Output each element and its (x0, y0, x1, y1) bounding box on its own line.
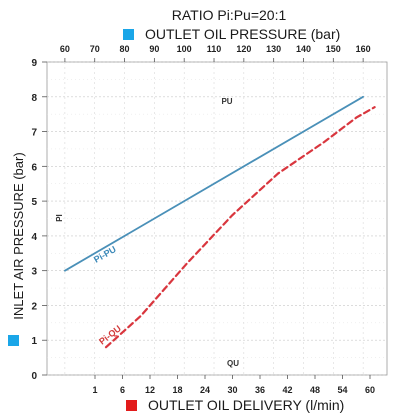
top-tick-label: 90 (149, 44, 159, 54)
y-tick-label: 4 (31, 232, 37, 243)
top-tick-label: 140 (296, 44, 311, 54)
bottom-tick-label: 1 (92, 385, 97, 395)
bottom-tick-label: 36 (255, 385, 265, 395)
annotation-qu: QU (227, 359, 239, 368)
bottom-tick-label: 30 (227, 385, 237, 395)
top-tick-label: 70 (90, 44, 100, 54)
bottom-tick-label: 42 (282, 385, 292, 395)
bottom-axis-label: OUTLET OIL DELIVERY (l/min) (148, 397, 344, 413)
top-tick-label: 160 (356, 44, 371, 54)
series-line-pi-pu (64, 95, 365, 272)
y-tick-label: 7 (31, 128, 37, 139)
y-tick-label: 3 (31, 267, 37, 278)
annotation-pi: PI (55, 214, 64, 222)
y-tick-label: 1 (31, 336, 37, 347)
top-tick-label: 150 (326, 44, 341, 54)
y-tick-label: 0 (31, 371, 37, 382)
top-tick-label: 110 (207, 44, 222, 54)
top-tick-label: 100 (177, 44, 192, 54)
chart-title: RATIO Pi:Pu=20:1 (172, 7, 287, 23)
top-axis-label: OUTLET OIL PRESSURE (bar) (145, 26, 340, 42)
bottom-legend-swatch (126, 400, 137, 411)
y-tick-label: 6 (31, 162, 37, 173)
bottom-tick-label: 48 (310, 385, 320, 395)
top-tick-label: 130 (266, 44, 281, 54)
y-tick-label: 5 (31, 197, 37, 208)
y-tick-label: 2 (31, 301, 37, 312)
series-line-pi-qu (104, 106, 376, 349)
bottom-tick-label: 6 (120, 385, 125, 395)
top-tick-label: 120 (236, 44, 251, 54)
bottom-tick-label: 18 (172, 385, 182, 395)
bottom-tick-label: 54 (337, 385, 347, 395)
bottom-tick-label: 24 (200, 385, 210, 395)
bottom-tick-label: 12 (145, 385, 155, 395)
left-axis-label: INLET AIR PRESSURE (bar) (11, 152, 26, 319)
series-layer (64, 95, 376, 349)
bottom-tick-label: 60 (365, 385, 375, 395)
y-tick-label: 8 (31, 93, 37, 104)
annotation-pu: PU (221, 97, 232, 106)
grid (47, 61, 387, 376)
left-legend-swatch (8, 335, 19, 346)
top-tick-label: 60 (60, 44, 70, 54)
top-legend-swatch (123, 29, 134, 40)
top-tick-label: 80 (120, 44, 130, 54)
y-tick-label: 9 (31, 58, 37, 69)
